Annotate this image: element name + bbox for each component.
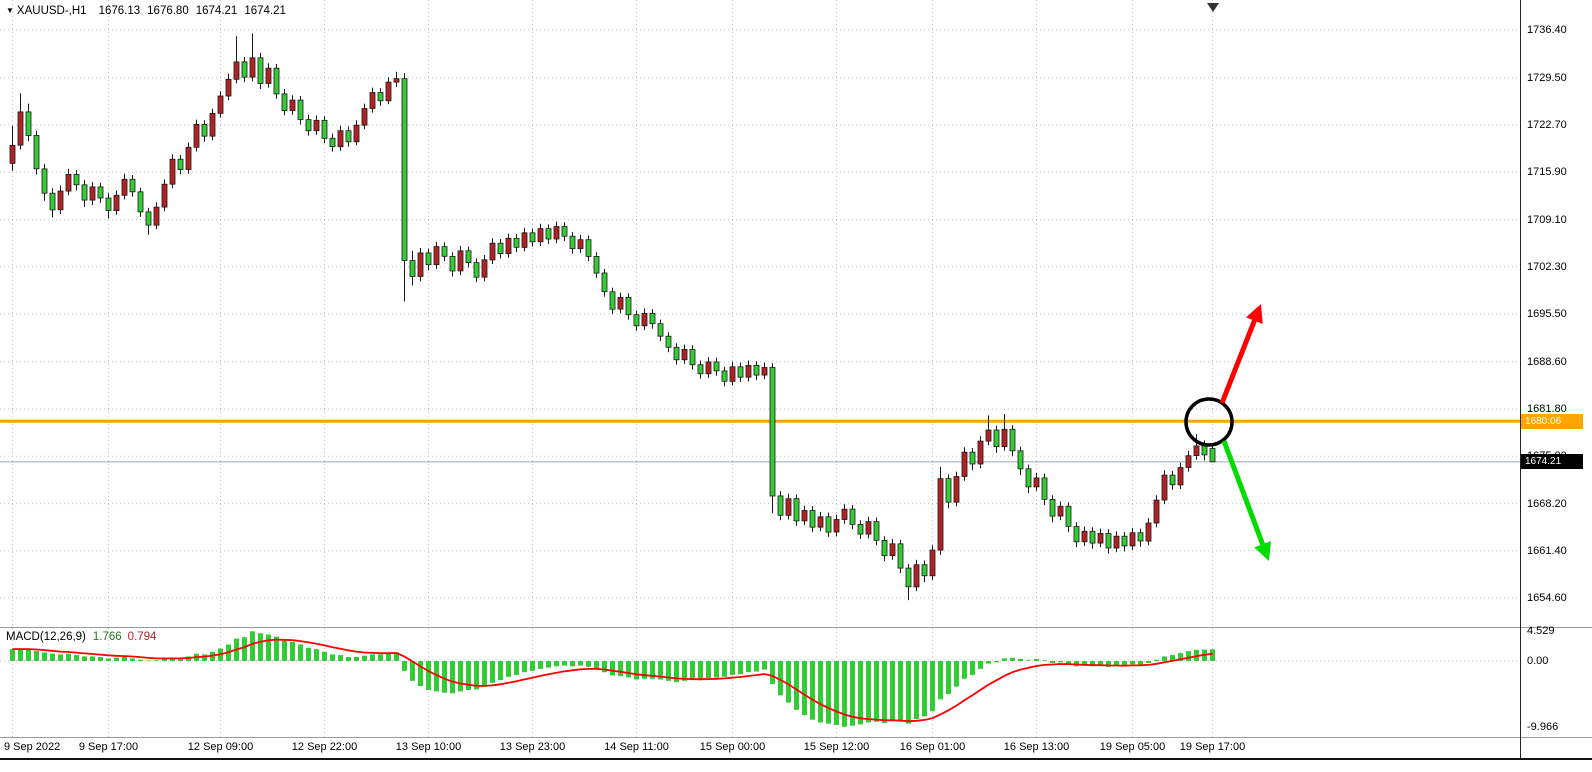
time-axis-label: 12 Sep 09:00: [187, 741, 254, 753]
entry-circle-annotation[interactable]: [1184, 397, 1234, 447]
chart-shift-marker-icon[interactable]: [1207, 3, 1219, 12]
ohlc-high-value: 1676.80: [147, 5, 189, 17]
macd-time-axis-divider: [0, 737, 1592, 738]
macd-signal-line: [12, 638, 1213, 723]
bid-price-badge: 1674.21: [1521, 454, 1583, 470]
price-axis-label: 1654.60: [1527, 592, 1567, 604]
macd-name-label: MACD(12,26,9): [6, 631, 86, 643]
time-axis-label: 19 Sep 17:00: [1179, 741, 1246, 753]
macd-signal-value: 0.794: [127, 631, 157, 643]
price-chart-area[interactable]: ▼ XAUUSD-,H1 1676.13 1676.80 1674.21 1674.21: [0, 0, 1520, 627]
macd-panel[interactable]: MACD(12,26,9) 1.766 0.794: [0, 628, 1520, 737]
chart-macd-splitter[interactable]: [0, 627, 1592, 628]
macd-scale-zero-label: 0.00: [1527, 655, 1549, 667]
macd-grid-layer: [0, 628, 1520, 737]
price-axis[interactable]: 1680.06 1674.21 1736.40 1729.50 1722.70 171…: [1521, 0, 1592, 627]
price-axis-label: 1681.80: [1527, 403, 1567, 416]
macd-canvas[interactable]: [0, 628, 1520, 737]
window-bottom-border: [0, 758, 1592, 760]
time-axis-label: 12 Sep 22:00: [291, 741, 358, 753]
macd-histogram-layer: [10, 631, 1215, 727]
macd-scale-min-label: -9.966: [1527, 720, 1559, 733]
ohlc-low-value: 1674.21: [195, 5, 238, 17]
chart-ohlc-overlay: ▼ XAUUSD-,H1 1676.13 1676.80 1674.21 1674.21: [6, 5, 286, 17]
candlestick-layer: [9, 33, 1216, 601]
time-axis-label: 19 Sep 05:00: [1099, 741, 1166, 753]
price-axis-label: 1661.40: [1527, 544, 1567, 557]
symbol-marker-icon: ▼: [6, 6, 14, 15]
price-axis-label: 1736.40: [1527, 24, 1567, 36]
ohlc-close-value: 1674.21: [244, 5, 286, 17]
time-axis-label: 13 Sep 23:00: [499, 741, 566, 753]
price-axis-label: 1729.50: [1527, 71, 1567, 84]
time-axis-label: 9 Sep 17:00: [78, 741, 139, 753]
time-axis-label: 15 Sep 00:00: [699, 741, 766, 753]
time-axis-label: 13 Sep 10:00: [395, 741, 462, 753]
price-axis-label: 1722.70: [1527, 119, 1567, 132]
time-axis-label: 9 Sep 2022: [4, 741, 61, 753]
time-axis-label: 16 Sep 01:00: [899, 741, 966, 753]
price-axis-label: 1702.30: [1527, 260, 1567, 273]
macd-main-value: 1.766: [92, 631, 122, 643]
price-axis-label: 1668.20: [1527, 497, 1567, 510]
time-axis-label: 14 Sep 11:00: [604, 741, 669, 753]
candlestick-canvas[interactable]: [0, 0, 1520, 627]
ohlc-open-value: 1676.13: [98, 5, 141, 17]
axis-separator-line: [1520, 0, 1521, 758]
symbol-timeframe-label: XAUUSD-,H1: [16, 5, 87, 17]
time-axis-label: 16 Sep 13:00: [1003, 741, 1070, 753]
time-axis[interactable]: 9 Sep 2022 9 Sep 17:00 12 Sep 09:00 12 Sep …: [0, 739, 1520, 757]
macd-scale-max-label: 4.529: [1527, 625, 1555, 638]
price-axis-label: 1695.50: [1527, 308, 1567, 320]
bullish-arrow-annotation[interactable]: [1219, 303, 1263, 404]
price-axis-label: 1688.60: [1527, 355, 1567, 368]
bearish-arrow-annotation[interactable]: [1221, 440, 1272, 562]
macd-axis[interactable]: 4.529 0.00 -9.966: [1521, 625, 1592, 737]
orange-level-price-badge: 1680.06: [1521, 413, 1583, 429]
price-axis-label: 1715.90: [1527, 166, 1567, 179]
macd-indicator-label: MACD(12,26,9) 1.766 0.794: [6, 631, 156, 643]
time-axis-label: 15 Sep 12:00: [803, 741, 870, 753]
price-axis-label: 1709.10: [1527, 213, 1567, 226]
